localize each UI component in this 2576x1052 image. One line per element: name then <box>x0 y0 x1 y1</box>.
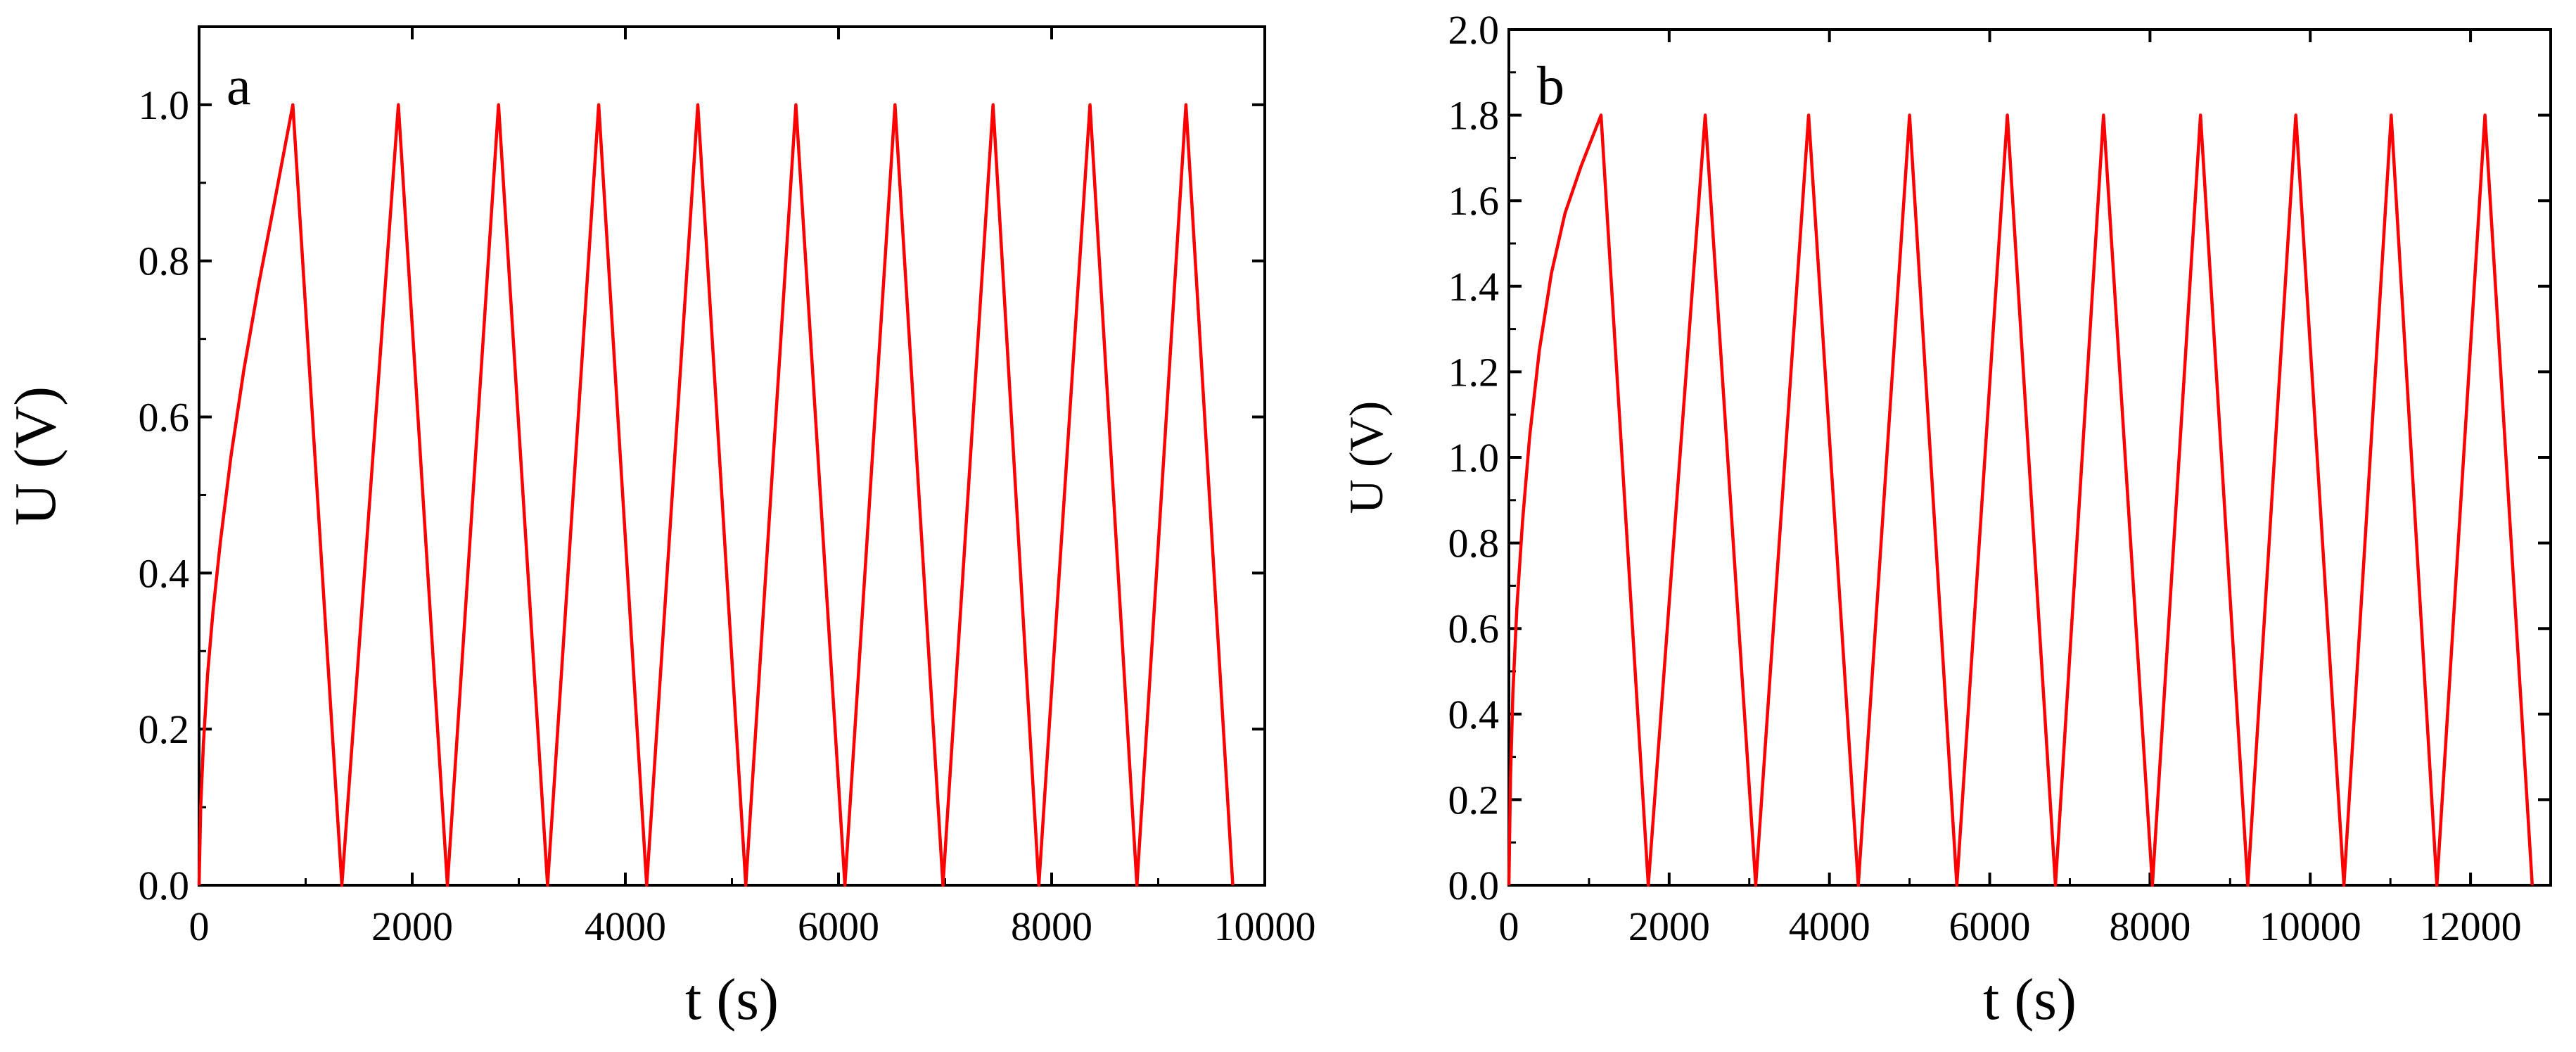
y-tick-label: 0.2 <box>139 706 190 752</box>
y-tick-label: 0.0 <box>1448 863 1500 908</box>
x-tick-label: 10000 <box>2259 904 2361 949</box>
y-tick-label: 1.4 <box>1448 264 1500 310</box>
y-tick-label: 1.0 <box>139 82 190 128</box>
y-tick-label: 0.8 <box>1448 521 1500 566</box>
y-tick-label: 0.6 <box>139 395 190 441</box>
x-tick-label: 0 <box>189 904 210 949</box>
x-tick-label: 6000 <box>1949 904 2031 949</box>
y-axis-label: U (V) <box>3 386 68 526</box>
x-tick-label: 8000 <box>2109 904 2191 949</box>
x-tick-label: 8000 <box>1011 904 1092 949</box>
x-axis-label: t (s) <box>685 967 779 1032</box>
x-tick-label: 12000 <box>2420 904 2522 949</box>
x-tick-label: 4000 <box>1789 904 1870 949</box>
y-tick-label: 1.0 <box>1448 435 1500 481</box>
y-tick-label: 1.6 <box>1448 178 1500 224</box>
series-line-0 <box>1507 113 2534 887</box>
x-tick-label: 2000 <box>371 904 453 949</box>
y-axis-label: U (V) <box>1339 401 1393 514</box>
plot-frame <box>198 25 1266 887</box>
x-tick-label: 6000 <box>798 904 879 949</box>
x-tick-label: 10000 <box>1214 904 1316 949</box>
y-tick-label: 0.4 <box>139 550 190 596</box>
y-tick-label: 0.4 <box>1448 692 1500 737</box>
chart-panel-a: 0 2000 4000 6000 8000 10000 0.0 0.2 0.4 0.6 0.8 1.0… <box>3 25 1316 1032</box>
chart-panel-b: 0 2000 4000 6000 8000 10000 12000 0.0 0.2 0.4 0.6 0… <box>1339 7 2552 1032</box>
x-tick-label: 0 <box>1499 904 1519 949</box>
x-tick-label: 4000 <box>585 904 666 949</box>
y-tick-label: 1.2 <box>1448 349 1500 395</box>
y-tick-label: 0.6 <box>1448 606 1500 652</box>
series-line-0 <box>197 103 1235 887</box>
x-axis-label: t (s) <box>1983 967 2077 1032</box>
x-tick-label: 2000 <box>1628 904 1710 949</box>
y-tick-label: 0.8 <box>139 239 190 284</box>
y-tick-label: 0.0 <box>139 863 190 908</box>
y-tick-label: 1.8 <box>1448 93 1500 139</box>
panel-label: a <box>227 55 251 116</box>
y-tick-label: 2.0 <box>1448 7 1500 53</box>
panel-label: b <box>1537 55 1564 116</box>
y-tick-label: 0.2 <box>1448 777 1500 823</box>
